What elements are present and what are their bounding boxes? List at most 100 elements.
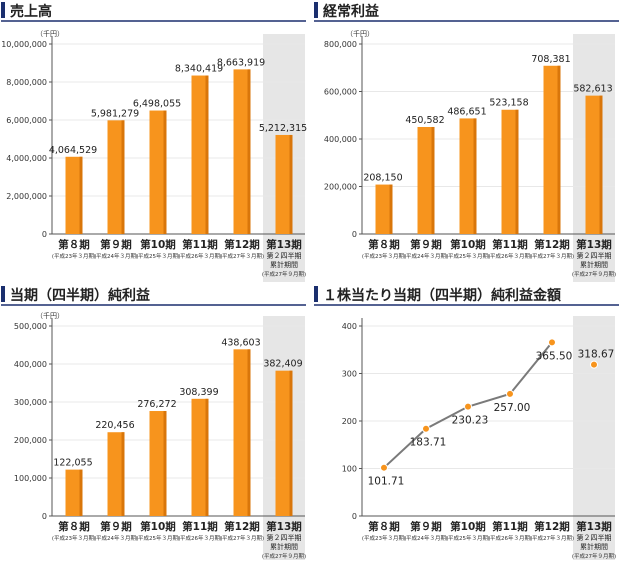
x-category-label: 第11期	[492, 238, 528, 251]
header-accent-bar	[1, 286, 5, 302]
x-category-sublabel: (平成25年３月期)	[446, 534, 490, 542]
x-category-note: (平成27年９月期)	[572, 552, 616, 560]
x-category-sublabel: (平成23年３月期)	[52, 534, 96, 542]
x-category-sublabel: (平成25年３月期)	[446, 252, 490, 260]
bar	[585, 95, 603, 234]
bar-value-label: 486,651	[447, 106, 486, 117]
y-tick-label: 200,000	[14, 436, 47, 445]
x-category-sublabel: (平成23年３月期)	[52, 252, 96, 260]
chart-panel-2: 経常利益 （千円） 0 200,000 400,000 600,000 800,000 第８期…	[314, 2, 619, 282]
chart-panel-3: 当期（四半期）純利益 （千円） 0 100,000 200,000 300,000 400,…	[1, 286, 306, 564]
bar	[191, 398, 209, 516]
chart-title: 当期（四半期）純利益	[10, 287, 150, 304]
bar-shade	[121, 432, 125, 516]
y-tick-label: 0	[352, 230, 357, 239]
x-category-sublabel: (平成23年３月期)	[362, 252, 406, 260]
y-tick-label: 100	[342, 465, 357, 474]
chart-panel-1: 売上高 （千円） 0 2,000,000 4,000,000 6,000,000 8,000…	[1, 2, 307, 282]
data-point	[380, 463, 388, 472]
bar	[233, 69, 251, 235]
chart-title: １株当たり当期（四半期）純利益金額	[323, 287, 561, 304]
x-category-note: (平成27年９月期)	[262, 270, 306, 278]
bar-value-label: 8,663,919	[217, 57, 265, 68]
unit-label: （千円）	[346, 29, 374, 38]
x-category-label: 第13期	[576, 238, 612, 251]
x-category-label: 第８期	[58, 238, 90, 251]
x-category-note: 累計期間	[580, 260, 608, 269]
x-category-label: 第９期	[100, 520, 132, 533]
y-tick-label: 200	[342, 417, 357, 426]
bar-shade	[557, 65, 561, 234]
bar-value-label: 6,498,055	[133, 99, 181, 110]
chart-panel-4: １株当たり当期（四半期）純利益金額 0 100 200 300 400 第８期(平成23年３…	[314, 286, 619, 564]
x-category-sublabel: (平成26年３月期)	[178, 252, 222, 260]
chart-title: 売上高	[10, 3, 52, 20]
x-category-sublabel: (平成25年３月期)	[136, 252, 180, 260]
bar-shade	[289, 134, 293, 234]
y-tick-label: 0	[352, 512, 357, 521]
y-tick-label: 300,000	[14, 398, 47, 407]
bar-value-label: 582,613	[573, 84, 612, 95]
x-category-label: 第12期	[534, 520, 570, 533]
y-tick-label: 800,000	[324, 40, 357, 49]
x-category-note: 第２四半期	[267, 251, 302, 260]
x-category-note: 累計期間	[580, 542, 608, 551]
x-category-sublabel: (平成24年３月期)	[404, 534, 448, 542]
x-category-label: 第11期	[182, 238, 218, 251]
bar-value-label: 122,055	[53, 458, 92, 469]
x-category-note: 第２四半期	[577, 251, 612, 260]
point-value-label: 257.00	[494, 402, 531, 414]
y-tick-label: 10,000,000	[1, 40, 47, 49]
bar-value-label: 708,381	[531, 54, 570, 65]
y-tick-label: 6,000,000	[6, 116, 47, 125]
y-tick-label: 600,000	[324, 88, 357, 97]
y-tick-label: 100,000	[14, 474, 47, 483]
y-tick-label: 0	[42, 512, 47, 521]
bar-value-label: 523,158	[489, 98, 528, 109]
point-value-label: 230.23	[452, 415, 489, 427]
bar	[65, 156, 83, 234]
x-category-sublabel: (平成26年３月期)	[178, 534, 222, 542]
unit-label: （千円）	[36, 311, 64, 320]
bar-shade	[121, 120, 125, 234]
bar-value-label: 208,150	[363, 173, 402, 184]
bar	[149, 411, 167, 516]
unit-label: （千円）	[36, 29, 64, 38]
data-point	[506, 389, 514, 398]
y-tick-label: 300	[342, 370, 357, 379]
x-category-note: 累計期間	[270, 260, 298, 269]
x-category-sublabel: (平成23年３月期)	[362, 534, 406, 542]
y-tick-label: 2,000,000	[6, 192, 47, 201]
x-category-note: (平成27年９月期)	[572, 270, 616, 278]
bar-shade	[515, 109, 519, 234]
header-accent-bar	[1, 2, 5, 18]
bar	[417, 126, 435, 234]
x-category-sublabel: (平成27年３月期)	[220, 252, 264, 260]
x-category-label: 第８期	[368, 520, 400, 533]
bar	[275, 134, 293, 234]
x-category-label: 第８期	[58, 520, 90, 533]
bar	[275, 370, 293, 516]
x-category-sublabel: (平成27年３月期)	[530, 252, 574, 260]
x-category-sublabel: (平成27年３月期)	[220, 534, 264, 542]
x-category-label: 第12期	[534, 238, 570, 251]
y-tick-label: 400,000	[14, 360, 47, 369]
bar	[233, 349, 251, 516]
x-category-sublabel: (平成25年３月期)	[136, 534, 180, 542]
bar	[191, 75, 209, 234]
header-accent-bar	[314, 286, 318, 302]
x-category-label: 第11期	[182, 520, 218, 533]
x-category-note: 第２四半期	[267, 533, 302, 542]
point-value-label: 101.71	[368, 476, 405, 488]
bar-value-label: 450,582	[405, 115, 444, 126]
bar-shade	[247, 349, 251, 516]
y-tick-label: 4,000,000	[6, 154, 47, 163]
x-category-label: 第13期	[266, 238, 302, 251]
bar-value-label: 220,456	[95, 420, 134, 431]
y-tick-label: 0	[42, 230, 47, 239]
bar	[501, 109, 519, 234]
x-category-label: 第10期	[140, 238, 176, 251]
x-category-label: 第13期	[576, 520, 612, 533]
header-accent-bar	[314, 2, 318, 18]
